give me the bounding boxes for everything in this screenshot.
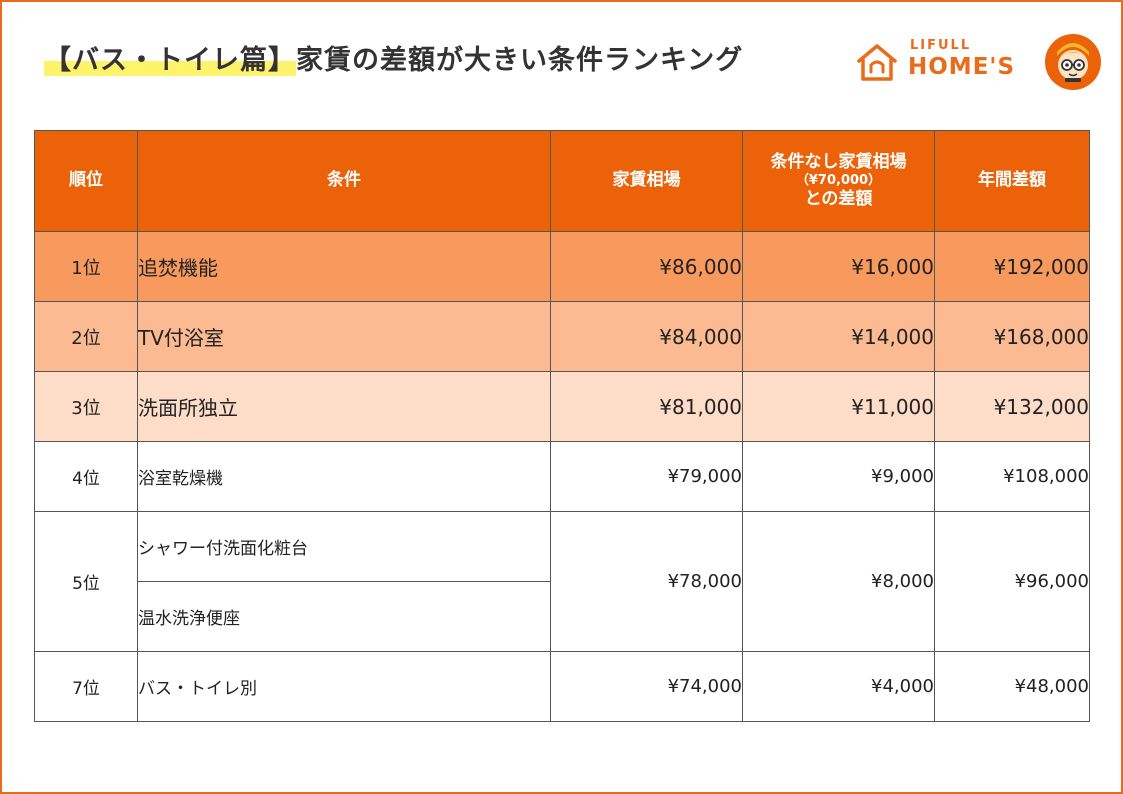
table-row: 温水洗浄便座	[35, 581, 1090, 652]
rent-cell: ¥86,000	[550, 231, 743, 302]
annual-cell: ¥168,000	[934, 301, 1090, 372]
ranking-table: 順位 条件 家賃相場 条件なし家賃相場 （¥70,000） との差額 年間差額 …	[34, 130, 1090, 722]
header-diff-line2: （¥70,000）	[795, 172, 882, 188]
table-row: 2位 TV付浴室 ¥84,000 ¥14,000 ¥168,000	[34, 301, 1090, 372]
mascot-icon	[1045, 34, 1101, 90]
house-icon	[857, 44, 897, 81]
logo-small-text: LIFULL	[910, 38, 972, 53]
diff-cell: ¥14,000	[742, 301, 935, 372]
diff-cell: ¥16,000	[742, 231, 935, 302]
header-diff: 条件なし家賃相場 （¥70,000） との差額	[742, 130, 935, 232]
rent-cell: ¥84,000	[550, 301, 743, 372]
title-text: 家賃の差額が大きい条件ランキング	[296, 45, 744, 76]
annual-cell: ¥192,000	[934, 231, 1090, 302]
diff-cell: ¥11,000	[742, 371, 935, 442]
diff-cell: ¥9,000	[742, 441, 935, 512]
condition-cell: 追焚機能	[137, 231, 551, 302]
header-annual: 年間差額	[934, 130, 1090, 232]
condition-cell: 温水洗浄便座	[137, 581, 551, 652]
logo-big-text: HOME'S	[908, 54, 1016, 80]
brand-logo: LIFULL HOME'S	[856, 38, 1026, 84]
condition-cell: バス・トイレ別	[137, 651, 551, 722]
annual-cell: ¥108,000	[934, 441, 1090, 512]
table-row: 5位 シャワー付洗面化粧台 ¥78,000 ¥8,000 ¥96,000	[34, 511, 1090, 652]
diff-cell: ¥8,000	[742, 511, 935, 652]
header-diff-line3: との差額	[804, 189, 873, 210]
rank-cell: 1位	[34, 231, 138, 302]
condition-cell: TV付浴室	[137, 301, 551, 372]
annual-cell: ¥132,000	[934, 371, 1090, 442]
header-rent: 家賃相場	[550, 130, 743, 232]
header-diff-line1: 条件なし家賃相場	[770, 151, 907, 172]
rank-cell: 7位	[34, 651, 138, 722]
rank-cell: 5位	[34, 511, 138, 652]
title-tag: 【バス・トイレ篇】	[44, 45, 296, 76]
rank-cell: 4位	[34, 441, 138, 512]
table-row: 4位 浴室乾燥機 ¥79,000 ¥9,000 ¥108,000	[34, 441, 1090, 512]
condition-cell: 浴室乾燥機	[137, 441, 551, 512]
rank-cell: 3位	[34, 371, 138, 442]
rent-cell: ¥81,000	[550, 371, 743, 442]
table-header-row: 順位 条件 家賃相場 条件なし家賃相場 （¥70,000） との差額 年間差額	[34, 130, 1090, 232]
annual-cell: ¥48,000	[934, 651, 1090, 722]
rent-cell: ¥74,000	[550, 651, 743, 722]
annual-cell: ¥96,000	[934, 511, 1090, 652]
table-row: 1位 追焚機能 ¥86,000 ¥16,000 ¥192,000	[34, 231, 1090, 302]
rank-cell: 2位	[34, 301, 138, 372]
page-title: 【バス・トイレ篇】家賃の差額が大きい条件ランキング	[44, 38, 743, 77]
header-condition: 条件	[137, 130, 551, 232]
rent-cell: ¥78,000	[550, 511, 743, 652]
condition-cell: 洗面所独立	[137, 371, 551, 442]
header-rank: 順位	[34, 130, 138, 232]
table-row: 7位 バス・トイレ別 ¥74,000 ¥4,000 ¥48,000	[34, 651, 1090, 722]
condition-cell: シャワー付洗面化粧台	[137, 511, 551, 582]
diff-cell: ¥4,000	[742, 651, 935, 722]
rent-cell: ¥79,000	[550, 441, 743, 512]
table-row: 3位 洗面所独立 ¥81,000 ¥11,000 ¥132,000	[34, 371, 1090, 442]
